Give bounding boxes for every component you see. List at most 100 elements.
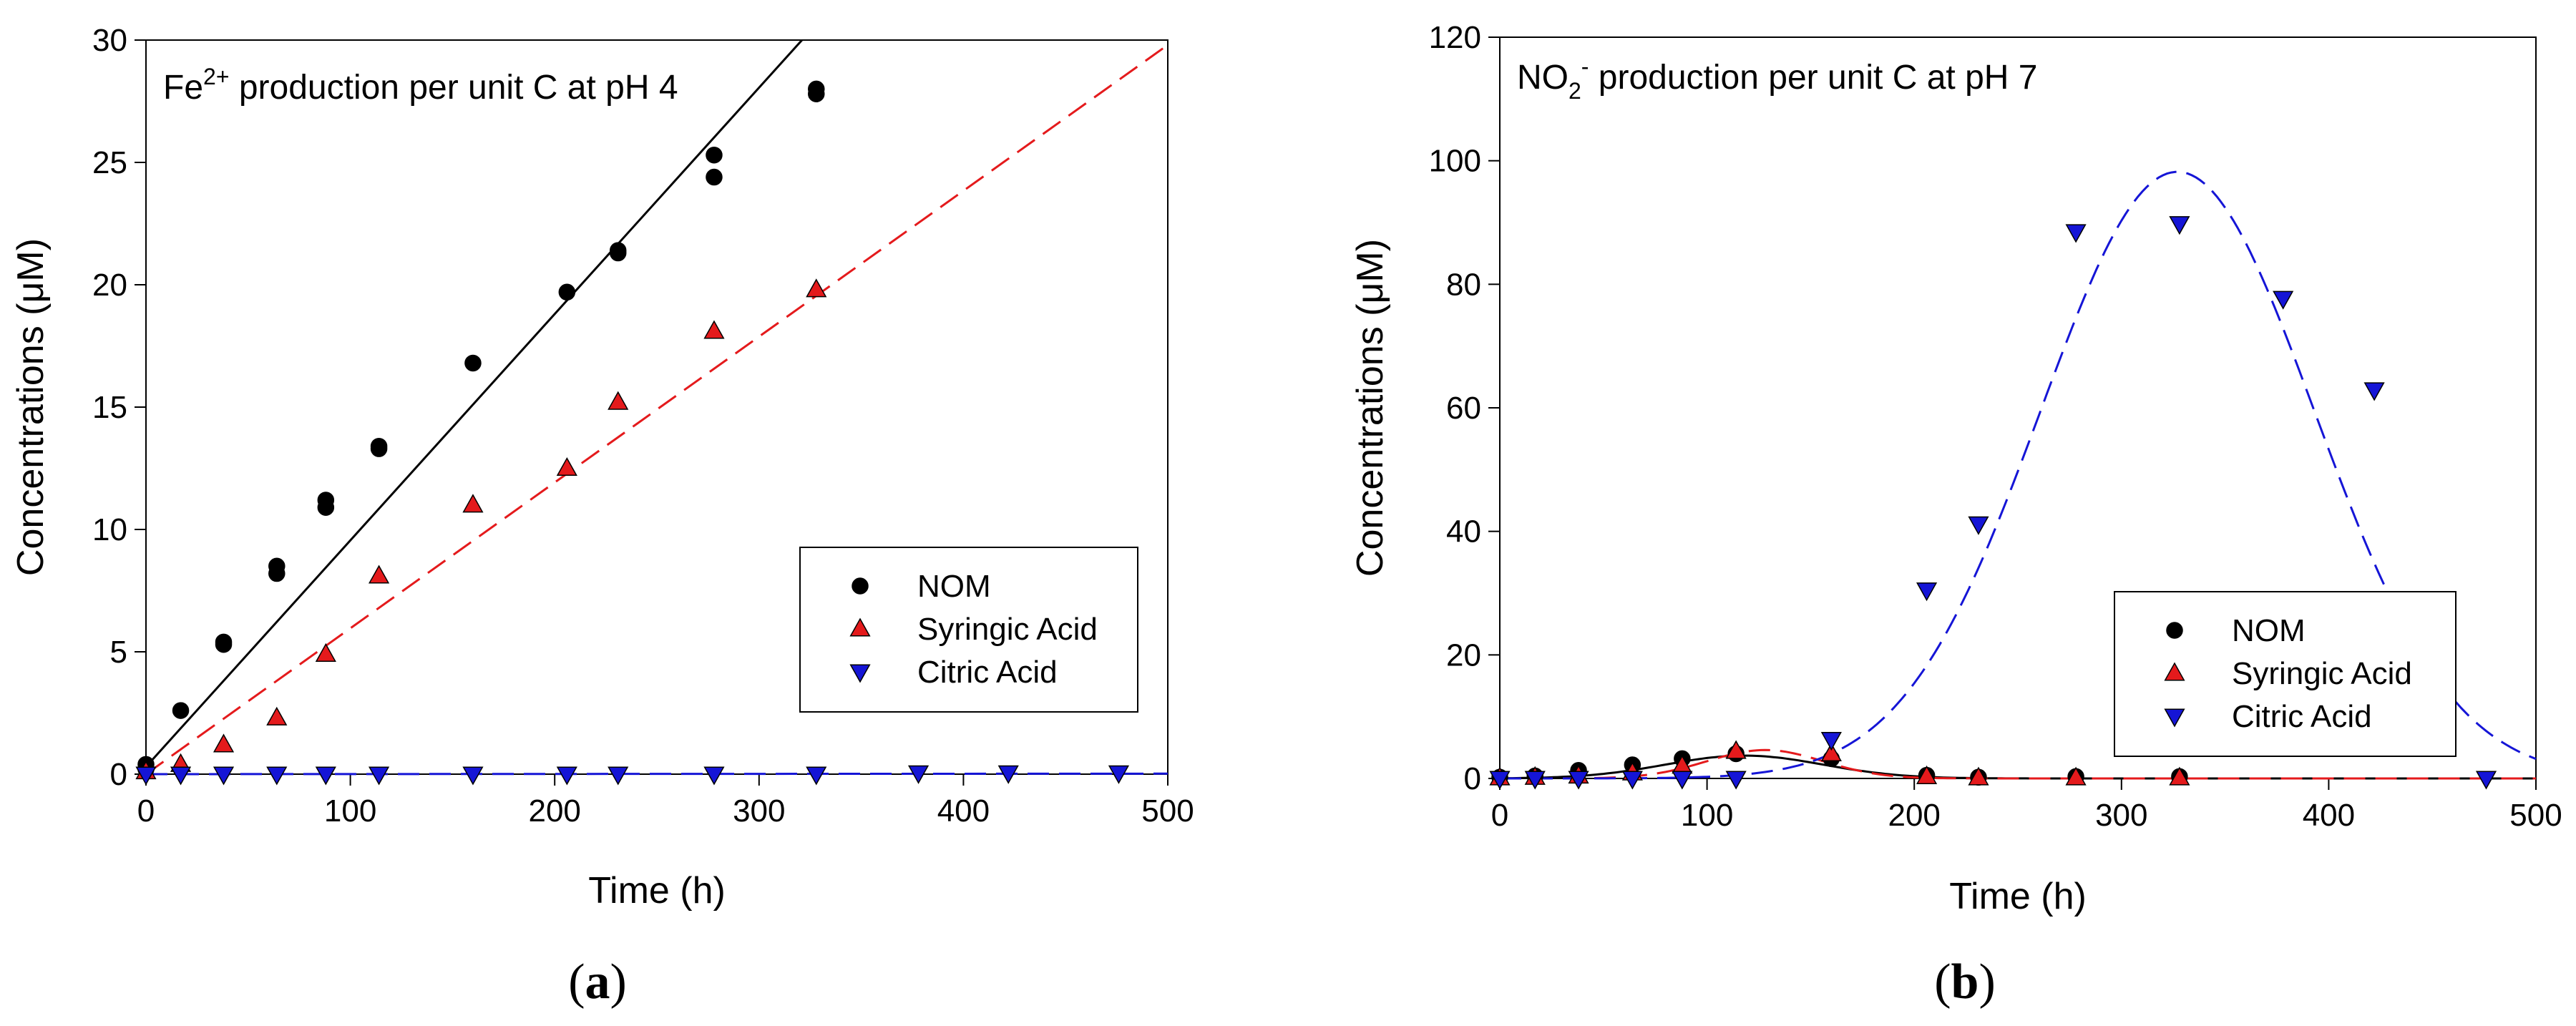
fit-line: [1500, 170, 2537, 780]
x-tick-label: 400: [937, 793, 990, 829]
chart-title: Fe2+ production per unit C at pH 4: [163, 64, 678, 107]
y-tick-label: 10: [92, 512, 127, 547]
data-point: [369, 766, 390, 786]
data-point: [1968, 516, 1989, 535]
y-tick-label: 5: [110, 635, 127, 670]
panel-caption: (a): [568, 954, 627, 1010]
legend-marker: [2164, 708, 2185, 728]
x-tick-label: 500: [1141, 793, 1194, 829]
data-point: [1621, 771, 1643, 790]
data-point: [1968, 766, 1989, 786]
data-point: [1725, 740, 1747, 759]
x-tick-label: 100: [1681, 798, 1733, 833]
chart-title: NO2- production per unit C at pH 7: [1517, 54, 2037, 104]
x-axis-label: Time (h): [1949, 876, 2087, 917]
data-point: [1725, 771, 1747, 790]
y-tick-label: 25: [92, 145, 127, 180]
data-point: [808, 85, 825, 102]
data-point: [213, 733, 235, 753]
legend-label: Syringic Acid: [917, 612, 1098, 647]
data-point: [558, 283, 576, 301]
data-point: [1916, 582, 1938, 602]
data-point: [1820, 742, 1842, 762]
data-point: [1489, 771, 1511, 790]
legend-label: NOM: [917, 569, 991, 604]
data-point: [135, 766, 157, 786]
x-tick-label: 200: [528, 793, 580, 829]
x-tick-label: 300: [733, 793, 785, 829]
data-point: [266, 706, 288, 725]
data-point: [1820, 732, 1842, 751]
data-point: [1672, 771, 1693, 790]
data-point: [806, 278, 827, 298]
x-tick-label: 0: [1491, 798, 1508, 833]
y-axis-label: Concentrations (μM): [1350, 239, 1391, 577]
y-axis-label: Concentrations (μM): [10, 238, 52, 576]
chart-panel-a: 0 100 200 300 400 500 0 5 10 15 20 25 30 Time (h) Conc…: [10, 23, 1194, 1010]
legend-marker: [2166, 622, 2183, 639]
panel-caption: (b): [1934, 954, 1996, 1010]
x-tick-label: 500: [2509, 798, 2562, 833]
y-tick-label: 0: [110, 757, 127, 792]
x-tick-label: 400: [2303, 798, 2355, 833]
y-tick-label: 20: [92, 268, 127, 303]
data-point: [317, 499, 335, 516]
data-point: [315, 643, 336, 662]
fit-line: [145, 44, 1169, 776]
x-tick-label: 100: [324, 793, 376, 829]
y-tick-label: 60: [1446, 391, 1481, 426]
y-tick-label: 100: [1429, 144, 1481, 179]
legend-label: NOM: [2232, 613, 2306, 648]
data-point: [2065, 766, 2087, 786]
data-point: [556, 766, 577, 786]
data-point: [2475, 771, 2497, 790]
y-tick-label: 80: [1446, 267, 1481, 302]
fit-line: [1500, 754, 2536, 780]
data-point: [2363, 382, 2385, 401]
x-tick-label: 300: [2095, 798, 2147, 833]
data-point: [2169, 766, 2190, 786]
fit-line: [1500, 748, 2536, 780]
legend-marker: [2164, 662, 2185, 681]
data-point: [315, 766, 336, 786]
data-point: [706, 146, 723, 164]
data-point: [1568, 771, 1589, 790]
legend-label: Citric Acid: [2232, 699, 2372, 734]
data-point: [462, 494, 484, 513]
data-point: [464, 354, 482, 372]
y-tick-label: 120: [1429, 20, 1481, 55]
data-point: [1108, 765, 1130, 784]
legend-label: Syringic Acid: [2232, 656, 2412, 691]
fit-line: [145, 772, 1169, 776]
data-point: [703, 766, 725, 786]
legend: NOM Syringic Acid Citric Acid: [799, 547, 1138, 713]
data-point: [462, 766, 484, 786]
data-point: [806, 766, 827, 786]
legend-marker: [849, 664, 871, 683]
data-point: [703, 320, 725, 339]
data-point: [556, 456, 577, 477]
fit-line: [145, 39, 803, 768]
data-point: [2065, 224, 2087, 243]
data-point: [170, 766, 192, 786]
data-point: [608, 766, 629, 786]
data-point: [213, 766, 235, 786]
data-point: [172, 702, 190, 719]
data-point: [370, 440, 388, 457]
data-point: [2273, 290, 2294, 310]
x-axis-label: Time (h): [588, 870, 726, 912]
data-point: [268, 565, 286, 582]
y-tick-label: 40: [1446, 514, 1481, 549]
data-point: [706, 168, 723, 186]
data-point: [608, 391, 629, 410]
chart-panel-b: 0 100 200 300 400 500 0 20 40 60 80 100 120 Time (h) C…: [1350, 20, 2562, 1010]
data-point: [1916, 765, 1938, 784]
legend: NOM Syringic Acid Citric Acid: [2114, 591, 2457, 757]
y-tick-label: 20: [1446, 637, 1481, 673]
data-point: [215, 633, 233, 651]
legend-label: Citric Acid: [917, 655, 1058, 690]
y-tick-label: 30: [92, 23, 127, 58]
y-tick-label: 15: [92, 390, 127, 425]
legend-marker: [852, 577, 869, 595]
